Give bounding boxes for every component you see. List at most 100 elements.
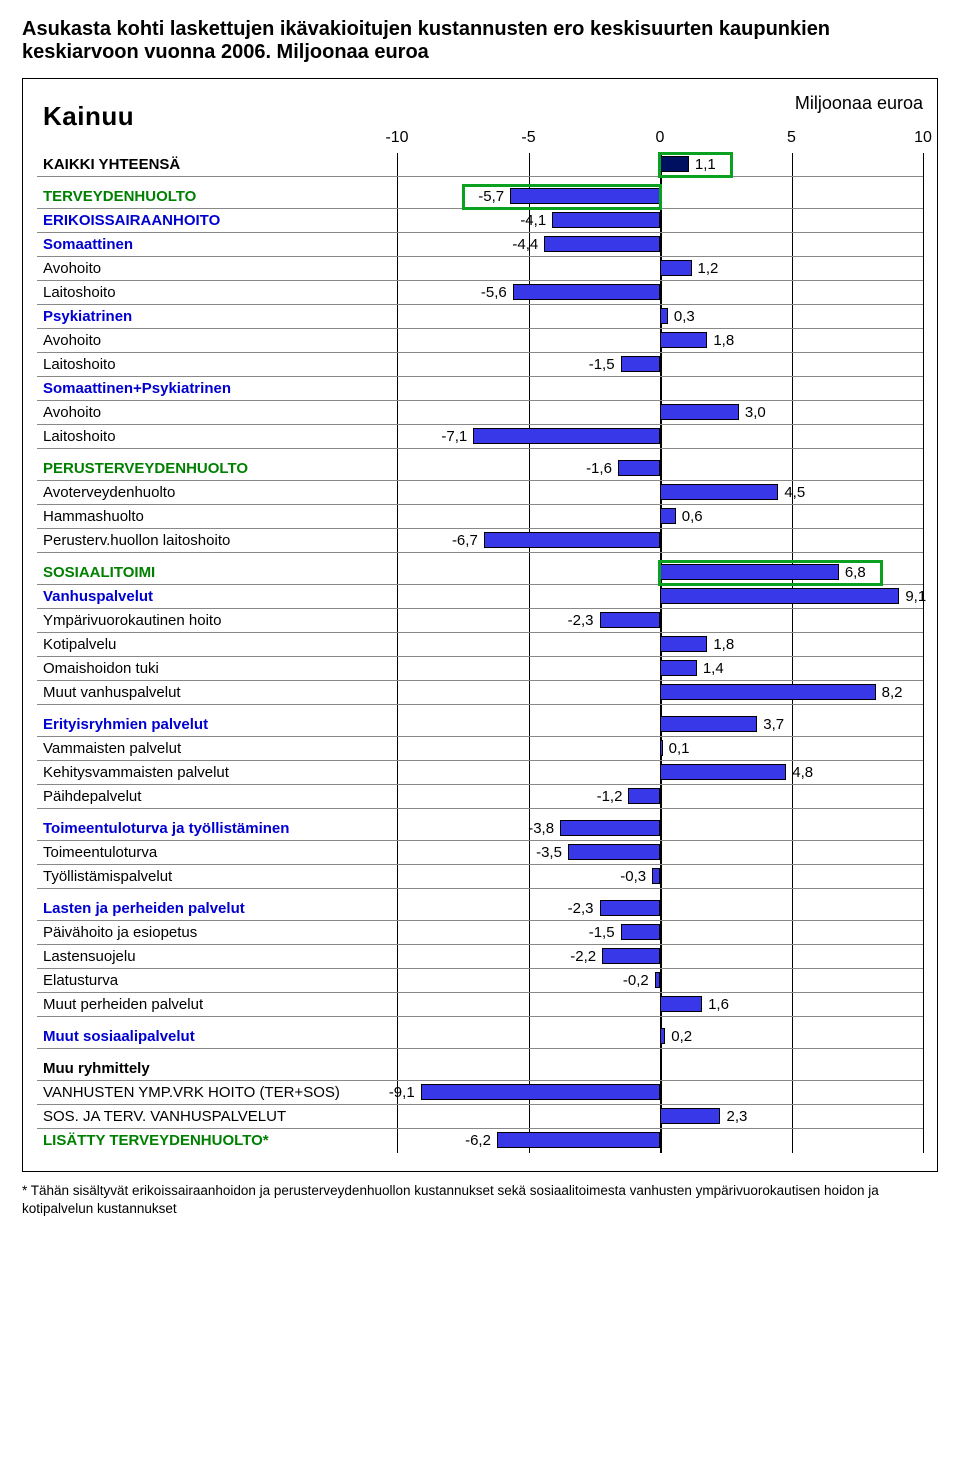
row-label: Päivähoito ja esiopetus (37, 921, 397, 945)
bar (660, 308, 668, 324)
axis-tick: -5 (521, 129, 535, 147)
bar (655, 972, 660, 988)
bar-value: -3,5 (536, 841, 562, 865)
bar-value: -4,4 (512, 233, 538, 257)
row-label: Omaishoidon tuki (37, 657, 397, 681)
row-label: Laitoshoito (37, 425, 397, 449)
row-label: Työllistämispalvelut (37, 865, 397, 889)
bar (544, 236, 660, 252)
chart-row: 1,1 (397, 153, 923, 177)
chart-row: 9,1 (397, 585, 923, 609)
bar-value: -4,1 (520, 209, 546, 233)
chart-row: 0,1 (397, 737, 923, 761)
bar-value: -2,3 (568, 609, 594, 633)
row-label: VANHUSTEN YMP.VRK HOITO (TER+SOS) (37, 1081, 397, 1105)
row-label: TERVEYDENHUOLTO (37, 185, 397, 209)
row-label: KAIKKI YHTEENSÄ (37, 153, 397, 177)
row-label: PERUSTERVEYDENHUOLTO (37, 457, 397, 481)
region-name: Kainuu (43, 101, 134, 132)
highlight-box (658, 560, 883, 586)
chart-row: -1,2 (397, 785, 923, 809)
bar-value: -0,2 (623, 969, 649, 993)
chart-row: -6,7 (397, 529, 923, 553)
chart-row: -0,2 (397, 969, 923, 993)
row-label: Muut vanhuspalvelut (37, 681, 397, 705)
chart-row: 1,8 (397, 329, 923, 353)
row-label: Lasten ja perheiden palvelut (37, 897, 397, 921)
chart-row (397, 377, 923, 401)
row-label: Avohoito (37, 257, 397, 281)
bar (497, 1132, 660, 1148)
bar-value: 0,3 (674, 305, 695, 329)
bar (660, 764, 786, 780)
chart-row: -1,5 (397, 353, 923, 377)
row-label: Somaattinen+Psykiatrinen (37, 377, 397, 401)
bar (600, 900, 660, 916)
bar (660, 484, 778, 500)
bar-value: -1,5 (589, 921, 615, 945)
bar-value: 1,6 (708, 993, 729, 1017)
row-label: Psykiatrinen (37, 305, 397, 329)
row-label: Muu ryhmittely (37, 1057, 397, 1081)
bar (421, 1084, 660, 1100)
row-label: Somaattinen (37, 233, 397, 257)
bar-value: 3,7 (763, 713, 784, 737)
bar (660, 636, 707, 652)
bar-value: 1,2 (698, 257, 719, 281)
bar (568, 844, 660, 860)
chart-row: -7,1 (397, 425, 923, 449)
bar (618, 460, 660, 476)
chart-row: 6,8 (397, 561, 923, 585)
chart-row: 0,3 (397, 305, 923, 329)
bar-value: -7,1 (441, 425, 467, 449)
chart-row: -9,1 (397, 1081, 923, 1105)
chart-row: 3,0 (397, 401, 923, 425)
bar-value: -6,7 (452, 529, 478, 553)
highlight-box (658, 152, 733, 178)
axis-tick: 0 (656, 129, 665, 147)
bar-value: -6,2 (465, 1129, 491, 1153)
bar-value: 4,5 (784, 481, 805, 505)
row-label: Elatusturva (37, 969, 397, 993)
chart-row: -5,6 (397, 281, 923, 305)
row-label: Erityisryhmien palvelut (37, 713, 397, 737)
bar (660, 508, 676, 524)
row-label: Toimeentuloturva ja työllistäminen (37, 817, 397, 841)
row-label: Avohoito (37, 401, 397, 425)
bar-value: -0,3 (620, 865, 646, 889)
chart-row: -3,5 (397, 841, 923, 865)
bar (660, 260, 692, 276)
chart-row: -2,3 (397, 609, 923, 633)
chart-row: 3,7 (397, 713, 923, 737)
bar-value: -1,6 (586, 457, 612, 481)
bar (660, 660, 697, 676)
row-label: LISÄTTY TERVEYDENHUOLTO* (37, 1129, 397, 1153)
chart-row: -2,2 (397, 945, 923, 969)
bar-value: -1,2 (597, 785, 623, 809)
page-title: Asukasta kohti laskettujen ikävakioituje… (22, 18, 938, 64)
bar-value: -1,5 (589, 353, 615, 377)
bar (484, 532, 660, 548)
bar (660, 404, 739, 420)
chart-row: -1,5 (397, 921, 923, 945)
row-label: SOS. JA TERV. VANHUSPALVELUT (37, 1105, 397, 1129)
chart-row: 1,6 (397, 993, 923, 1017)
chart-row: -2,3 (397, 897, 923, 921)
row-label: SOSIAALITOIMI (37, 561, 397, 585)
row-label: Vammaisten palvelut (37, 737, 397, 761)
bar-value: 4,8 (792, 761, 813, 785)
chart-row: 4,8 (397, 761, 923, 785)
bar-value: -5,6 (481, 281, 507, 305)
bar (660, 996, 702, 1012)
bar (660, 1108, 720, 1124)
bar-value: 1,8 (713, 633, 734, 657)
bar (660, 1028, 665, 1044)
bar (621, 924, 660, 940)
bar-value: -2,3 (568, 897, 594, 921)
chart-row: -4,4 (397, 233, 923, 257)
bar-value: 1,4 (703, 657, 724, 681)
row-label: Laitoshoito (37, 281, 397, 305)
gridline (923, 153, 924, 1153)
bar (513, 284, 660, 300)
row-label: Avoterveydenhuolto (37, 481, 397, 505)
